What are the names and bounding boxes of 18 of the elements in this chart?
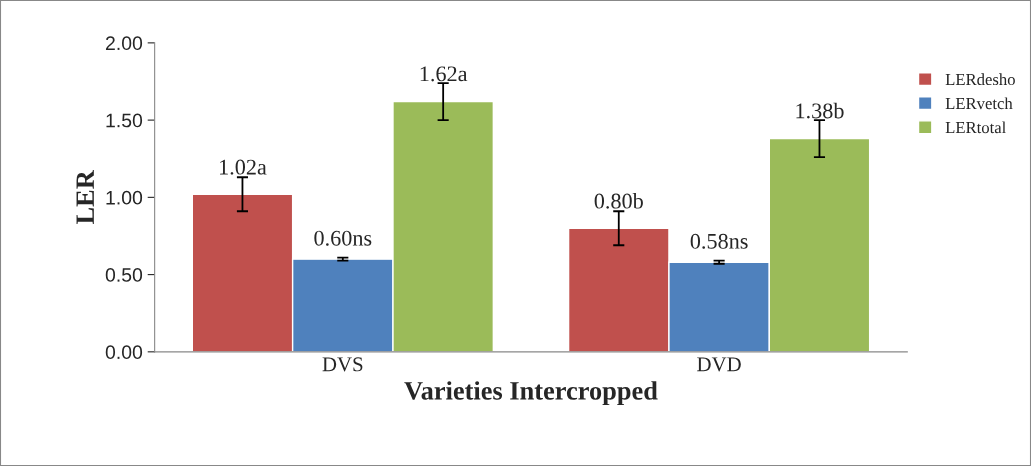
y-axis-title: LER	[76, 169, 94, 225]
data-label: 0.80b	[594, 192, 643, 209]
y-tick-label: 0.00	[105, 345, 143, 360]
x-axis-title: Varieties Intercropped	[404, 381, 658, 406]
y-tick-label: 1.00	[106, 190, 143, 205]
legend-label: LERdesho	[945, 73, 1015, 86]
data-label: 1.62a	[420, 66, 468, 82]
data-label: 0.58ns	[690, 233, 748, 249]
data-label: 0.60ns	[314, 230, 372, 246]
data-label: 1.38b	[796, 102, 844, 119]
x-tick-label: DVS	[322, 357, 363, 372]
y-tick-label: 0.50	[105, 268, 143, 282]
y-tick-label: 1.50	[106, 113, 143, 128]
legend-label: LERtotal	[945, 121, 1006, 134]
legend-label: LERvetch	[945, 97, 1013, 110]
x-tick-label: DVD	[697, 357, 741, 372]
y-tick-label: 2.00	[105, 36, 143, 51]
data-label: 1.02a	[220, 159, 267, 175]
